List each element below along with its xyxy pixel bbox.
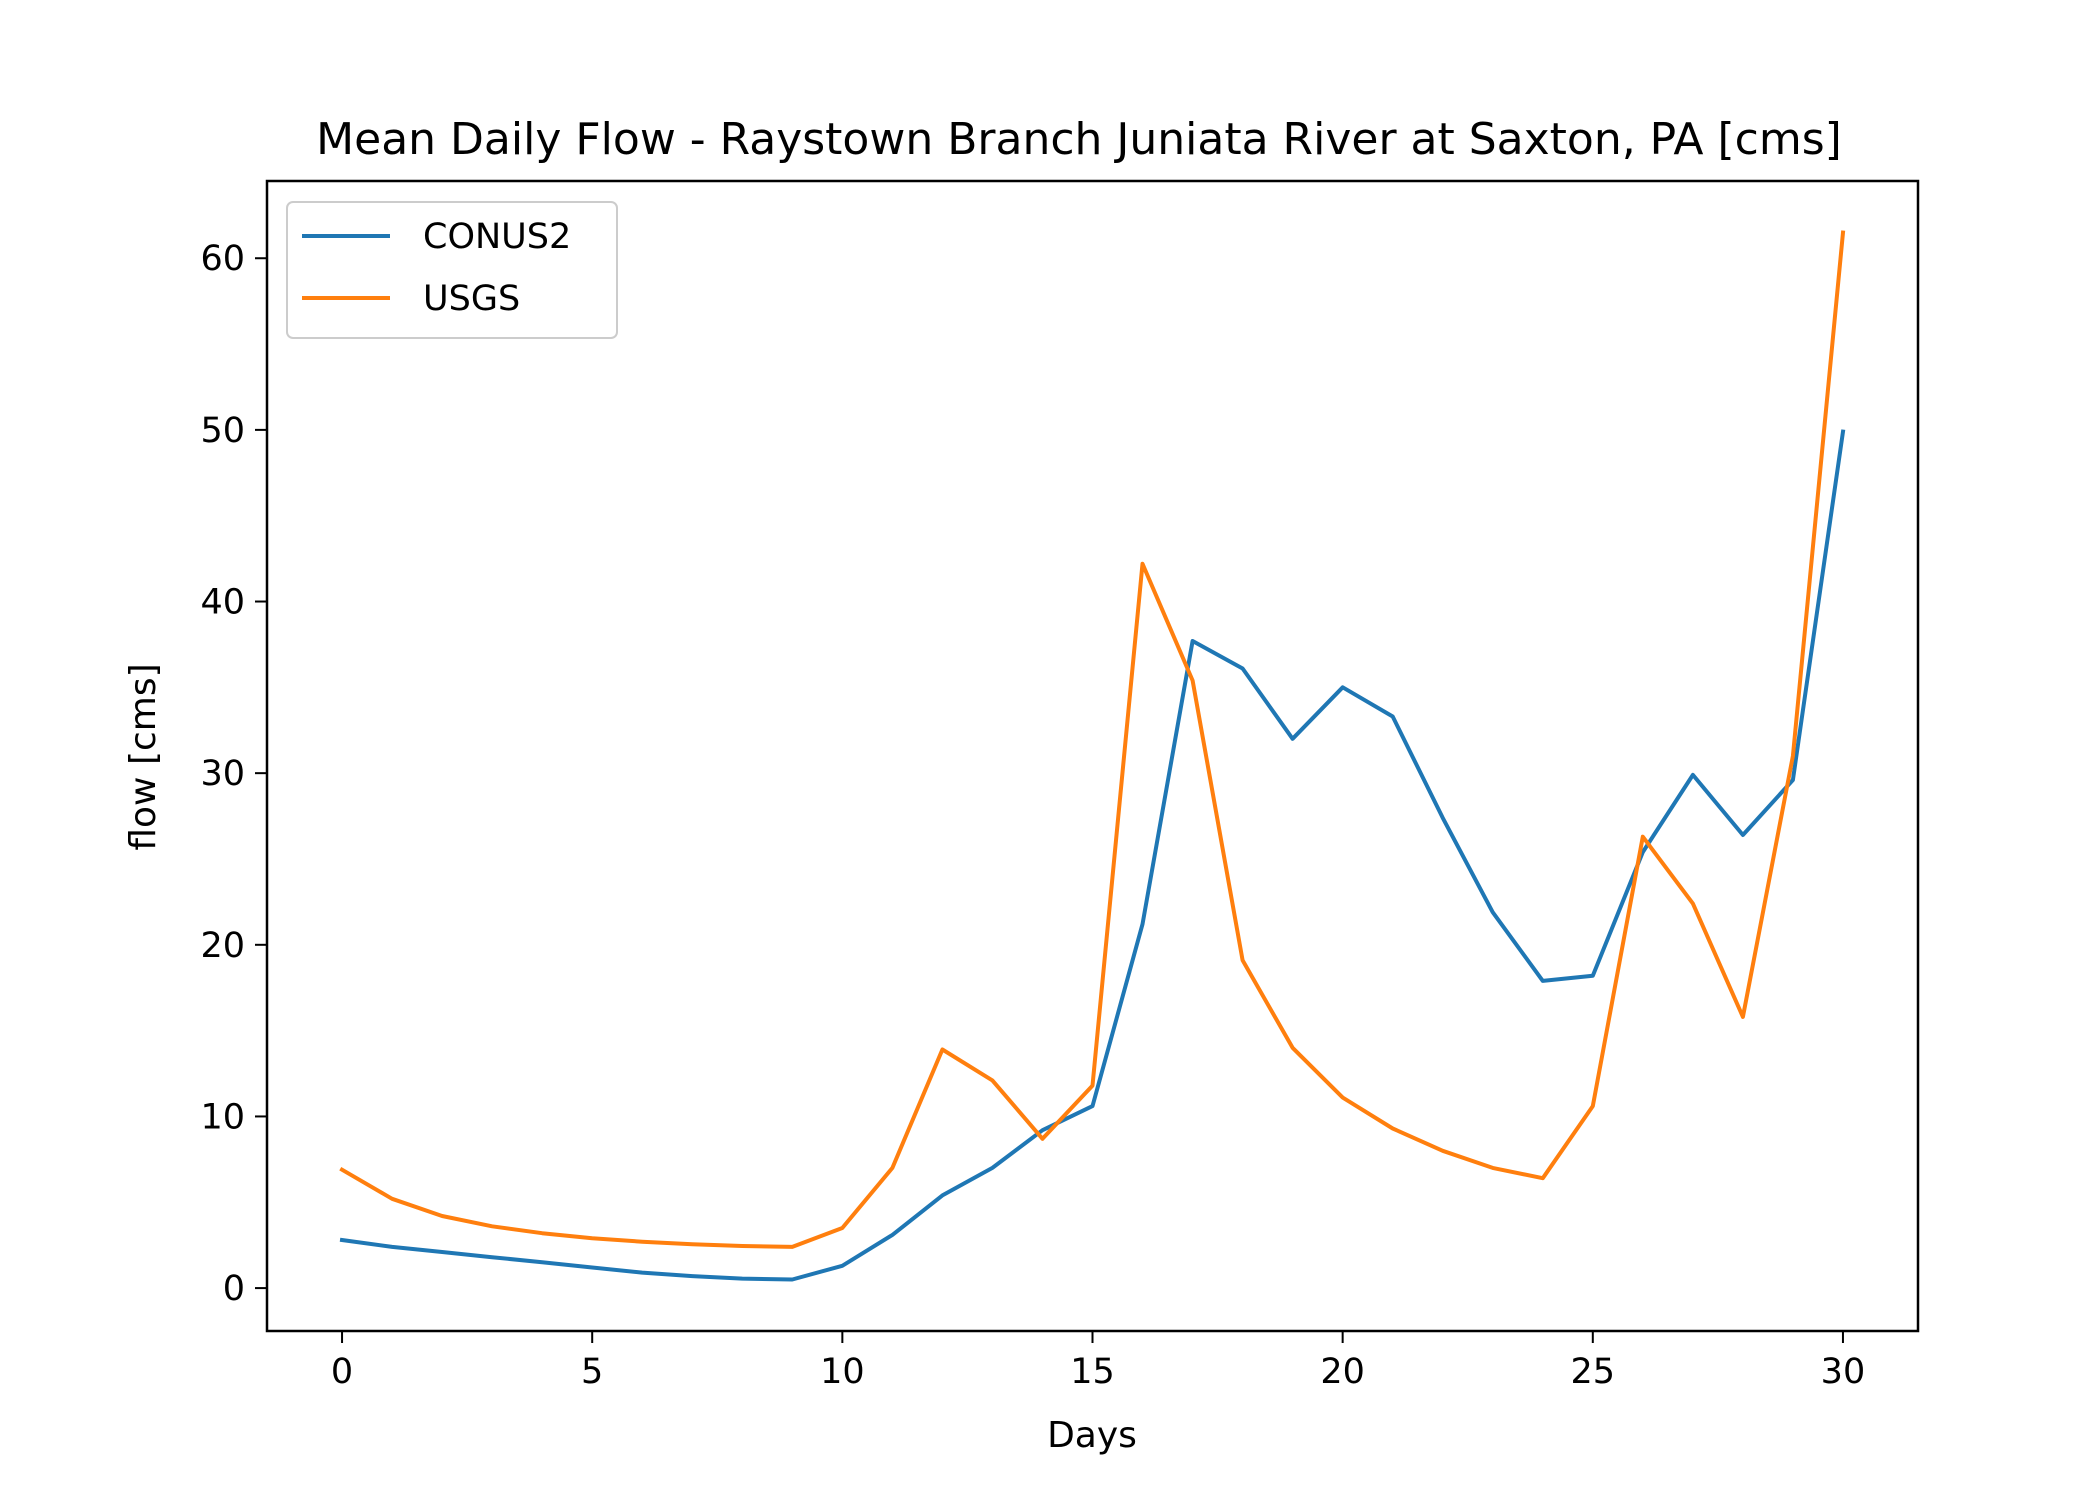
chart-title: Mean Daily Flow - Raystown Branch Juniat… <box>316 114 1842 165</box>
y-tick-label: 30 <box>200 754 245 794</box>
y-tick-label: 40 <box>200 583 245 623</box>
x-tick-label: 5 <box>581 1352 603 1392</box>
y-tick-label: 20 <box>200 926 245 966</box>
x-tick-label: 15 <box>1070 1352 1115 1392</box>
y-tick-label: 50 <box>200 411 245 451</box>
x-tick-label: 20 <box>1320 1352 1365 1392</box>
series-line-usgs <box>339 230 1846 1249</box>
x-tick-label: 25 <box>1571 1352 1616 1392</box>
legend: CONUS2 USGS <box>286 201 618 339</box>
legend-label-conus2: CONUS2 <box>423 217 571 257</box>
y-tick-label: 60 <box>200 239 245 279</box>
series-line-conus2 <box>339 429 1846 1282</box>
y-tick-label: 10 <box>200 1097 245 1137</box>
y-tick-label: 0 <box>223 1269 245 1309</box>
y-axis-label: flow [cms] <box>123 663 164 850</box>
y-axis: 0 10 20 30 40 50 60 <box>200 239 267 1309</box>
x-axis: 0 5 10 15 20 25 30 <box>331 1331 1865 1392</box>
series-layer <box>339 230 1846 1282</box>
plot-frame <box>265 179 1920 1333</box>
legend-label-usgs: USGS <box>423 279 520 319</box>
x-tick-label: 0 <box>331 1352 353 1392</box>
x-axis-label: Days <box>1047 1415 1137 1456</box>
x-tick-label: 30 <box>1821 1352 1866 1392</box>
x-tick-label: 10 <box>820 1352 865 1392</box>
